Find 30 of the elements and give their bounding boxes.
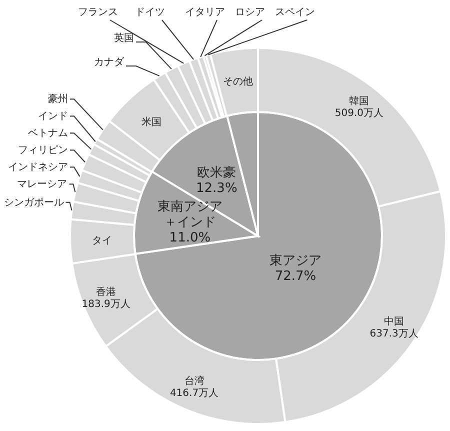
slice-label: 米国 <box>142 115 162 128</box>
slice-label: インドネシア <box>8 162 68 173</box>
slice-label: インド <box>38 110 68 122</box>
slice-label: 中国 <box>384 315 404 328</box>
slice-label: ロシア <box>235 6 265 18</box>
data-label: 11.0% <box>169 230 211 246</box>
slice-label: 豪州 <box>48 92 68 105</box>
data-label: 12.3% <box>196 180 238 196</box>
slice-label: フィリピン <box>18 144 68 156</box>
slice-label: 東アジア <box>270 253 322 268</box>
slice-label: シンガポール <box>4 196 64 208</box>
slice-label: 英国 <box>114 32 134 44</box>
data-label: 509.0万人 <box>334 107 384 118</box>
slice-label: 韓国 <box>349 94 370 106</box>
slice-label: 香港 <box>96 285 116 298</box>
slice-label: フランス <box>78 6 118 18</box>
slice-label: ベトナム <box>28 128 68 139</box>
slice-label: 台湾 <box>184 374 204 387</box>
slice-label: その他 <box>223 74 254 87</box>
slice-label: 欧米豪 <box>197 164 236 180</box>
slice-label: マレーシア <box>17 178 68 190</box>
data-label: 637.3万人 <box>370 328 418 340</box>
data-label: 416.7万人 <box>170 388 219 399</box>
slice-label: カナダ <box>94 56 125 68</box>
slice-label: ドイツ <box>135 6 165 18</box>
slice-label: スペイン <box>275 6 315 18</box>
slice-label: イタリア <box>185 6 225 18</box>
data-label: 183.9万人 <box>82 298 130 310</box>
data-label: 72.7% <box>274 268 316 284</box>
slice-label: タイ <box>92 234 112 246</box>
